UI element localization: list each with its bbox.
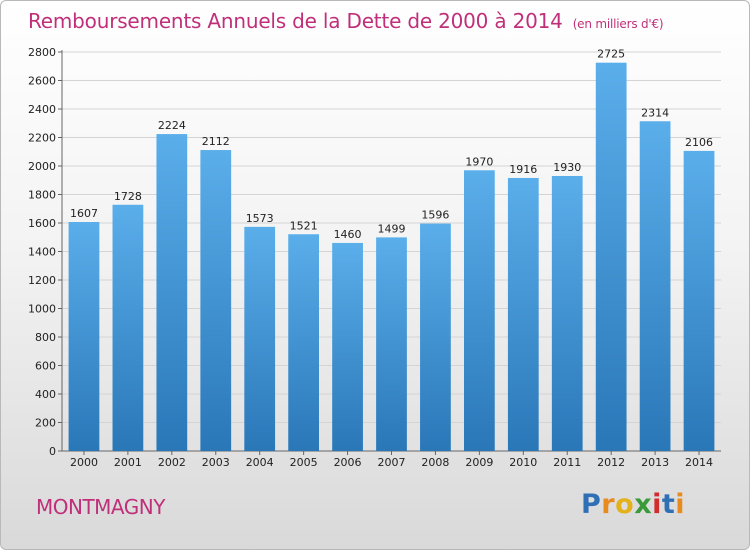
- data-label-2010: 1916: [509, 163, 537, 176]
- y-tick-label-0: 0: [49, 445, 56, 458]
- x-tick-label-2010: 2010: [509, 456, 537, 469]
- y-tick-label-2400: 2400: [28, 103, 56, 116]
- bar-2003: [200, 150, 232, 452]
- data-label-2004: 1573: [246, 212, 274, 225]
- bar-2012: [595, 62, 627, 451]
- bar-2004: [244, 226, 276, 451]
- x-tick-label-2007: 2007: [378, 456, 406, 469]
- data-label-2013: 2314: [641, 106, 669, 119]
- logo-letter-1: r: [601, 489, 616, 520]
- bar-2013: [639, 121, 671, 451]
- city-name: MONTMAGNY: [36, 495, 165, 519]
- data-label-2005: 1521: [290, 219, 318, 232]
- x-tick-label-2009: 2009: [465, 456, 493, 469]
- x-tick-label-2012: 2012: [597, 456, 625, 469]
- proxiti-logo: Proxiti: [581, 489, 685, 520]
- bar-2014: [683, 150, 715, 451]
- bar-2007: [376, 237, 407, 451]
- bar-2008: [420, 223, 451, 451]
- x-tick-label-2002: 2002: [158, 456, 186, 469]
- x-tick-label-2011: 2011: [553, 456, 581, 469]
- bar-2005: [288, 234, 320, 451]
- bar-2011: [551, 175, 583, 451]
- data-label-2000: 1607: [70, 207, 98, 220]
- data-label-2007: 1499: [378, 222, 406, 235]
- x-tick-label-2003: 2003: [202, 456, 230, 469]
- y-tick-label-1200: 1200: [28, 274, 56, 287]
- data-label-2006: 1460: [334, 228, 362, 241]
- bars: 1607 1728 2224 2112 1573 1521 1460 1499 1596 1970…: [68, 48, 715, 452]
- logo-letter-4: i: [652, 489, 662, 520]
- x-tick-label-2005: 2005: [290, 456, 318, 469]
- data-label-2002: 2224: [158, 119, 186, 132]
- y-tick-label-200: 200: [35, 417, 56, 430]
- x-tick-label-2004: 2004: [246, 456, 274, 469]
- data-label-2008: 1596: [421, 209, 449, 222]
- logo-letter-5: t: [661, 489, 676, 520]
- y-tick-label-2600: 2600: [28, 75, 56, 88]
- x-tick-label-2013: 2013: [641, 456, 669, 469]
- logo-letter-0: P: [581, 489, 602, 520]
- data-label-2009: 1970: [465, 155, 493, 168]
- logo-letter-3: x: [634, 489, 653, 520]
- x-tick-label-2006: 2006: [334, 456, 362, 469]
- y-tick-label-1800: 1800: [28, 189, 56, 202]
- x-tick-label-2001: 2001: [114, 456, 142, 469]
- y-tick-label-1400: 1400: [28, 246, 56, 259]
- chart-title: Remboursements Annuels de la Dette de 20…: [28, 9, 664, 33]
- bar-2000: [68, 222, 100, 451]
- y-tick-label-400: 400: [35, 388, 56, 401]
- bar-2009: [463, 170, 495, 451]
- data-label-2014: 2106: [685, 136, 713, 149]
- logo-letter-6: i: [675, 489, 686, 520]
- bar-2010: [507, 177, 539, 451]
- bar-2002: [156, 134, 188, 451]
- logo-letter-2: o: [615, 489, 635, 520]
- data-label-2001: 1728: [114, 190, 142, 203]
- bar-2001: [112, 204, 144, 451]
- y-tick-label-800: 800: [35, 331, 56, 344]
- bar-2006: [332, 242, 363, 451]
- x-tick-label-2008: 2008: [421, 456, 449, 469]
- chart-title-text: Remboursements Annuels de la Dette de 20…: [28, 9, 563, 33]
- y-tick-label-1600: 1600: [28, 217, 56, 230]
- chart-unit: (en milliers d'€): [572, 17, 664, 31]
- y-tick-label-1000: 1000: [28, 303, 56, 316]
- y-tick-label-2800: 2800: [28, 46, 56, 59]
- y-tick-label-600: 600: [35, 360, 56, 373]
- y-tick-label-2200: 2200: [28, 132, 56, 145]
- data-label-2012: 2725: [597, 48, 625, 61]
- y-tick-label-2000: 2000: [28, 160, 56, 173]
- x-tick-label-2014: 2014: [685, 456, 713, 469]
- x-tick-label-2000: 2000: [70, 456, 98, 469]
- data-label-2011: 1930: [553, 161, 581, 174]
- data-label-2003: 2112: [202, 135, 230, 148]
